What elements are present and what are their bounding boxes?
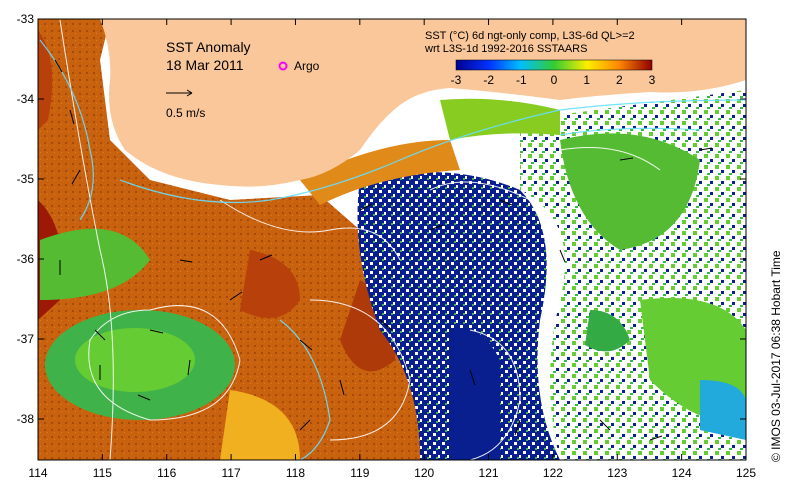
x-tick-label: 116 <box>157 466 176 480</box>
x-tick-label: 119 <box>350 466 369 480</box>
y-tick-label: -38 <box>17 412 35 426</box>
argo-marker-icon <box>278 61 288 71</box>
map-plot-area <box>38 19 746 460</box>
vector-scale-label: 0.5 m/s <box>166 106 205 120</box>
colorbar-tick-label: 2 <box>616 73 623 87</box>
x-tick-label: 114 <box>28 466 47 480</box>
colorbar-tick-label: 3 <box>649 73 656 87</box>
x-tick-label: 125 <box>736 466 756 480</box>
colorbar-ticks: -3 -2 -1 0 1 2 3 <box>451 73 656 87</box>
colorbar-tick-label: 1 <box>583 73 590 87</box>
y-tick-label: -34 <box>17 92 35 106</box>
colorbar-tick-label: 0 <box>551 73 558 87</box>
y-tick-label: -37 <box>17 332 35 346</box>
x-tick-label: 122 <box>543 466 563 480</box>
plot-frame <box>37 18 747 461</box>
product-description-line1: SST (°C) 6d ngt-only comp, L3S-6d QL>=2 <box>425 30 635 42</box>
x-tick-label: 117 <box>222 466 241 480</box>
y-axis: -33-34-35-36-37-38 <box>17 12 746 426</box>
colorbar-tick-label: -1 <box>516 73 527 87</box>
y-tick-label: -33 <box>17 12 35 26</box>
x-tick-label: 115 <box>93 466 112 480</box>
colorbar-tick-label: -3 <box>451 73 462 87</box>
x-axis: 114 115 116 117 118 119 120 121 122 123 124 125 <box>28 19 756 480</box>
y-tick-label: -36 <box>17 252 35 266</box>
map-date: 18 Mar 2011 <box>166 57 244 73</box>
vector-scale-arrow-icon <box>166 89 193 97</box>
x-tick-label: 118 <box>286 466 305 480</box>
y-tick-label: -35 <box>17 172 35 186</box>
x-tick-label: 121 <box>479 466 499 480</box>
product-description-line2: wrt L3S-1d 1992-2016 SSTAARS <box>424 43 587 55</box>
colorbar <box>455 59 653 71</box>
colorbar-tick-label: -2 <box>483 73 494 87</box>
imos-credit: © IMOS 03-Jul-2017 06:38 Hobart Time <box>769 250 783 462</box>
x-tick-label: 124 <box>672 466 692 480</box>
map-title: SST Anomaly <box>166 39 251 55</box>
x-tick-label: 123 <box>607 466 627 480</box>
x-tick-label: 120 <box>414 466 434 480</box>
argo-legend-label: Argo <box>294 59 320 73</box>
